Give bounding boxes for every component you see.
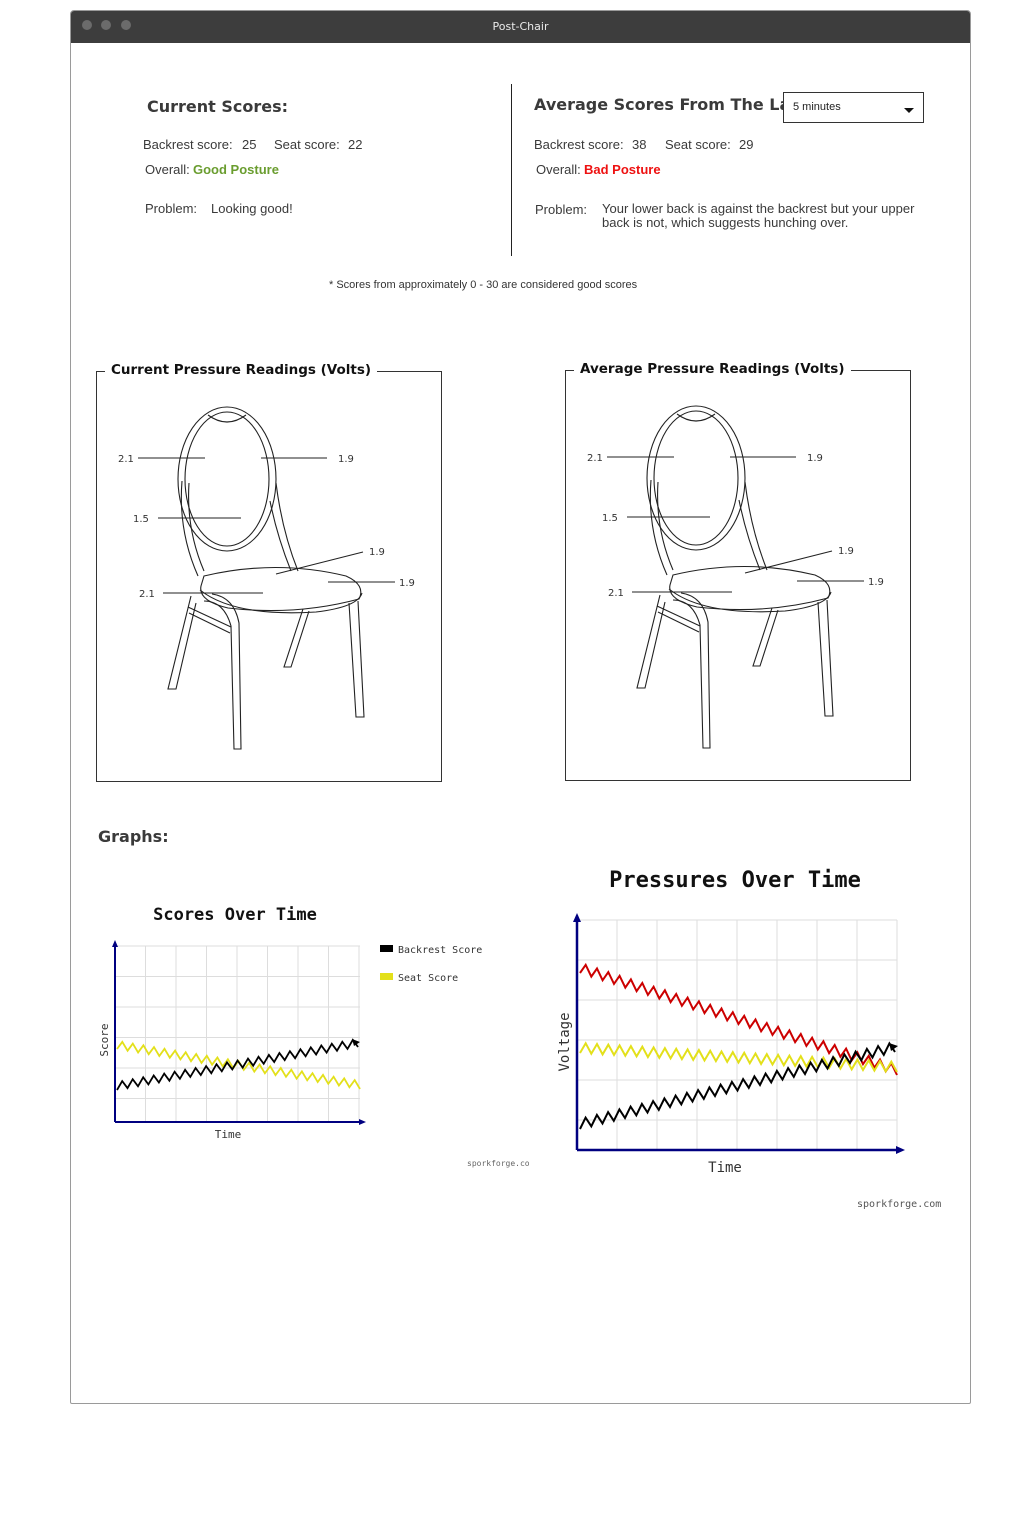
reading-back-lower: 1.5: [133, 514, 149, 525]
reading-seat-right: 1.9: [868, 577, 884, 588]
pressures-y-label: Voltage: [557, 1012, 573, 1071]
scores-over-time-chart: Scores Over Time Time Score Backrest Sco…: [98, 905, 530, 1168]
current-problem-text: Looking good!: [211, 201, 293, 216]
reading-seat-left: 2.1: [139, 589, 155, 600]
current-seat-value: 22: [348, 137, 363, 152]
average-problem-line-1: Your lower back is against the backrest …: [602, 201, 915, 216]
time-range-value: 5 minutes: [793, 101, 841, 113]
average-scores-heading: Average Scores From The Last: [534, 95, 808, 114]
pressure-black-arrow: [889, 1043, 898, 1051]
time-range-select[interactable]: 5 minutes: [783, 92, 924, 123]
legend-backrest-label: Backrest Score: [398, 945, 482, 956]
current-chair-diagram: 2.1 1.9 1.5 1.9 1.9 2.1: [96, 371, 442, 782]
scores-chart-title: Scores Over Time: [153, 905, 317, 925]
current-overall-status: Good Posture: [193, 162, 279, 177]
average-backrest-value: 38: [632, 137, 647, 152]
current-overall-label: Overall:: [145, 162, 190, 177]
current-problem-label: Problem:: [145, 201, 198, 216]
close-window-button[interactable]: [82, 20, 92, 30]
average-seat-value: 29: [739, 137, 754, 152]
graphs-heading: Graphs:: [98, 827, 169, 846]
reading-seat-back: 1.9: [838, 546, 854, 557]
scores-x-label: Time: [215, 1128, 242, 1141]
average-overall-label: Overall:: [536, 162, 581, 177]
legend-seat-label: Seat Score: [398, 973, 458, 984]
reading-seat-right: 1.9: [399, 578, 415, 589]
minimize-window-button[interactable]: [101, 20, 111, 30]
pressures-x-axis-arrow: [896, 1146, 905, 1154]
current-backrest-label: Backrest score:: [143, 137, 233, 152]
chevron-down-icon: [904, 108, 914, 113]
reading-seat-left: 2.1: [608, 588, 624, 599]
title-bar: Post-Chair: [71, 11, 970, 43]
legend-seat-swatch: [380, 973, 393, 980]
maximize-window-button[interactable]: [121, 20, 131, 30]
average-chair-diagram: 2.1 1.9 1.5 1.9 1.9 2.1: [565, 370, 911, 781]
legend-backrest-swatch: [380, 945, 393, 952]
pressure-series-red: [579, 962, 898, 1076]
pressures-chart-credit: sporkforge.com: [857, 1199, 941, 1210]
average-problem-line-2: back is not, which suggests hunching ove…: [602, 215, 849, 230]
backrest-series-arrow: [352, 1039, 360, 1046]
pressures-chart-grid: [576, 919, 898, 1150]
average-seat-label: Seat score:: [665, 137, 731, 152]
current-backrest-value: 25: [242, 137, 257, 152]
scores-chart-credit: sporkforge.co: [467, 1159, 530, 1168]
pressures-x-label: Time: [708, 1160, 742, 1176]
pressure-series-black: [579, 1041, 896, 1130]
pressures-y-axis-arrow: [573, 913, 581, 922]
reading-back-upper-left: 2.1: [587, 453, 603, 464]
window-title: Post-Chair: [492, 20, 549, 33]
app-window: Post-Chair: [70, 10, 971, 1404]
pressures-over-time-chart: Pressures Over Time Time Voltage sporkfo…: [557, 868, 941, 1210]
pressure-series-yellow: [579, 1041, 898, 1074]
scores-x-axis-arrow: [359, 1119, 366, 1125]
backrest-score-series: [116, 1038, 359, 1091]
score-note: * Scores from approximately 0 - 30 are c…: [329, 279, 638, 291]
reading-back-upper-left: 2.1: [118, 454, 134, 465]
reading-back-upper-right: 1.9: [338, 454, 354, 465]
pressures-chart-title: Pressures Over Time: [609, 868, 861, 893]
scores-chart-grid: [114, 945, 360, 1122]
reading-back-upper-right: 1.9: [807, 453, 823, 464]
average-overall-status: Bad Posture: [584, 162, 661, 177]
scores-y-axis-arrow: [112, 940, 118, 947]
average-backrest-label: Backrest score:: [534, 137, 624, 152]
chair-illustration: 2.1 1.9 1.5 1.9 1.9 2.1: [118, 406, 415, 750]
average-problem-text: Your lower back is against the backrest …: [602, 202, 914, 230]
scores-y-label: Score: [98, 1023, 111, 1056]
current-seat-label: Seat score:: [274, 137, 340, 152]
average-problem-label: Problem:: [535, 202, 588, 217]
current-pressure-title: Current Pressure Readings (Volts): [105, 362, 378, 378]
average-pressure-title: Average Pressure Readings (Volts): [574, 361, 851, 377]
chair-illustration: 2.1 1.9 1.5 1.9 1.9 2.1: [587, 405, 884, 749]
scores-divider: [511, 84, 512, 256]
current-scores-heading: Current Scores:: [147, 97, 289, 116]
reading-back-lower: 1.5: [602, 513, 618, 524]
reading-seat-back: 1.9: [369, 547, 385, 558]
